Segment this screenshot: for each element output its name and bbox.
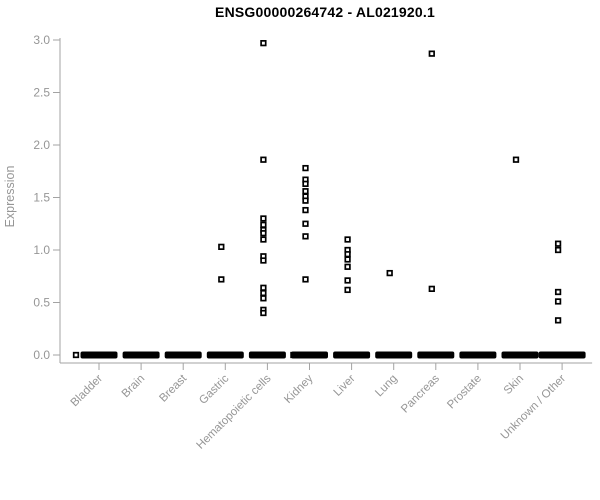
zero-cluster-bar (459, 351, 497, 359)
data-point-marker (302, 206, 309, 214)
data-point-marker (302, 197, 309, 204)
zero-cluster-bar (248, 351, 286, 359)
chart-title: ENSG00000264742 - AL021920.1 (215, 4, 435, 20)
data-point-marker (260, 295, 267, 302)
y-tick-label: 2.0 (33, 138, 50, 152)
data-point-marker (554, 317, 562, 324)
zero-cluster-bar (206, 351, 244, 359)
x-tick-label: Bladder (69, 373, 106, 410)
zero-cluster-bar (80, 351, 118, 359)
zero-cluster-bar (501, 351, 539, 359)
data-point-marker (260, 221, 267, 228)
x-tick-label: Kidney (282, 372, 316, 406)
data-point-marker (344, 256, 351, 263)
data-point-marker (386, 269, 393, 277)
x-tick-label: Brain (120, 373, 147, 400)
x-tick-label: Hematopoietic cells (195, 372, 274, 451)
zero-cluster-marker (72, 351, 80, 359)
zero-cluster-bar (291, 351, 328, 359)
y-tick-label: 3.0 (33, 33, 50, 47)
x-tick-label: Lung (373, 373, 400, 400)
data-point-marker (344, 277, 351, 284)
data-point-marker (302, 233, 309, 240)
data-point-marker (428, 285, 435, 292)
data-point-marker (260, 156, 267, 163)
data-point-marker (344, 236, 351, 243)
data-point-marker (302, 164, 309, 172)
zero-cluster-bar (333, 351, 371, 359)
x-tick-label: Liver (332, 373, 358, 399)
data-point-marker (302, 188, 309, 195)
zero-cluster-bar (417, 351, 455, 359)
data-point-marker (260, 215, 267, 222)
x-tick-label: Skin (502, 373, 526, 397)
data-point-marker (260, 289, 267, 297)
zero-cluster-bar (122, 351, 160, 359)
x-tick-label: Pancreas (399, 372, 442, 415)
x-tick-label: Gastric (197, 372, 231, 406)
data-point-marker (344, 286, 351, 294)
y-axis-label: Expression (3, 166, 17, 228)
y-tick-label: 1.5 (33, 191, 50, 205)
data-point-marker (302, 276, 309, 283)
x-tick-label: Breast (157, 372, 190, 405)
data-point-marker (554, 240, 562, 247)
x-tick-label: Prostate (445, 373, 484, 412)
y-tick-label: 0.5 (33, 296, 50, 310)
data-point-marker (554, 298, 562, 305)
zero-cluster-bar (375, 351, 413, 359)
data-point-marker (260, 257, 267, 264)
data-point-marker (344, 263, 351, 270)
data-point-marker (218, 276, 225, 283)
y-tick-label: 2.5 (33, 86, 50, 100)
data-point-marker (260, 309, 267, 317)
y-tick-label: 0.0 (33, 348, 50, 362)
zero-cluster-bar (164, 351, 202, 359)
data-point-marker (218, 243, 225, 251)
data-point-marker (260, 230, 267, 237)
data-point-marker (260, 284, 267, 291)
y-tick-label: 1.0 (33, 243, 50, 257)
zero-cluster-bar (538, 351, 586, 359)
data-point-marker (260, 39, 267, 47)
data-point-marker (512, 156, 520, 163)
data-point-marker (260, 236, 267, 243)
data-point-marker (554, 246, 562, 254)
data-point-marker (302, 180, 309, 188)
data-point-marker (554, 288, 562, 296)
data-point-marker (302, 220, 309, 227)
data-point-marker (344, 251, 351, 258)
data-point-marker (428, 50, 435, 57)
